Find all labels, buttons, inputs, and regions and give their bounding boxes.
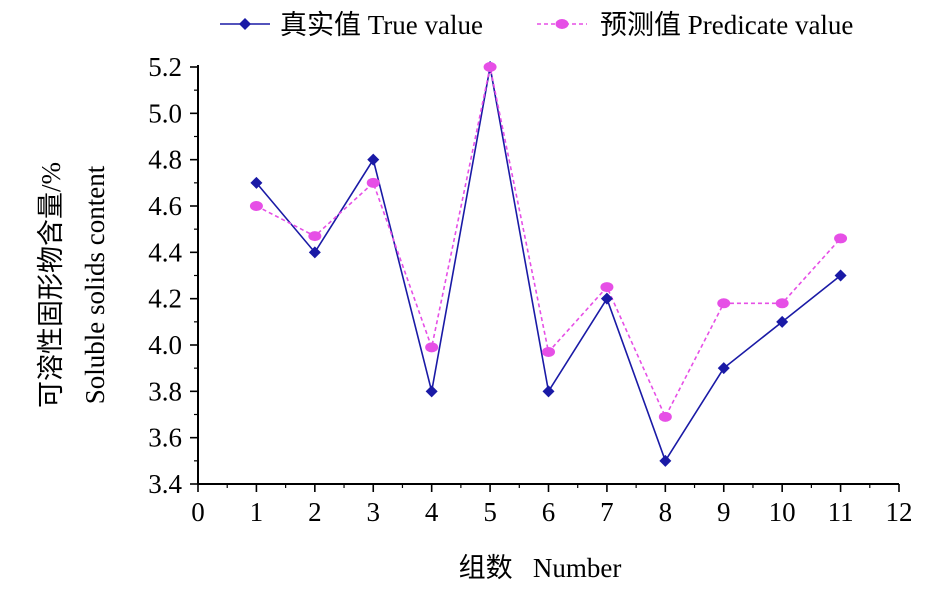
series-2-point — [658, 411, 672, 422]
series-2-point — [483, 62, 497, 72]
series-2-point — [542, 346, 555, 357]
series-2-point — [249, 201, 263, 211]
y-axis-label-cn: 可溶性固形物含量/% — [36, 162, 66, 408]
x-tick-label: 10 — [769, 497, 796, 527]
series-1-point — [308, 246, 321, 259]
series-line-2 — [256, 66, 842, 419]
series-1-point — [776, 315, 789, 328]
x-tick-label: 1 — [250, 497, 264, 527]
x-tick-label: 0 — [191, 497, 205, 527]
x-tick-label: 5 — [483, 497, 497, 527]
y-tick-label: 5.2 — [148, 52, 182, 82]
y-tick-label: 3.4 — [148, 469, 182, 499]
series-2-point — [308, 231, 322, 242]
series-line-1 — [255, 66, 842, 463]
series-1-point — [717, 362, 730, 375]
series-2-point — [366, 177, 380, 188]
series-1-point — [834, 269, 847, 282]
series-1-point — [659, 454, 672, 467]
x-tick-label: 6 — [542, 497, 556, 527]
series-2-point — [834, 233, 848, 244]
y-tick-label: 4.0 — [148, 330, 182, 360]
series-1-point — [425, 385, 438, 398]
legend-marker-1 — [239, 18, 251, 30]
series-2-point — [600, 282, 614, 293]
series-2-point — [425, 342, 439, 353]
y-tick-label: 4.8 — [148, 145, 182, 175]
series-1-point — [600, 292, 613, 305]
y-tick-label: 4.2 — [148, 284, 182, 314]
y-axis-label-en: Soluble solids content — [80, 165, 110, 404]
x-tick-label: 2 — [308, 497, 322, 527]
series-2-point — [775, 298, 789, 309]
legend: 真实值 True value 预测值 Predicate value — [220, 10, 853, 40]
x-tick-label: 9 — [717, 497, 731, 527]
x-tick-label: 4 — [425, 497, 439, 527]
legend-label-2: 预测值 Predicate value — [600, 10, 853, 40]
y-tick-label: 3.8 — [148, 376, 182, 406]
ticks: 0 1 2 3 4 5 6 7 8 9 10 11 123.43.63.84.04.24.44.64.8… — [148, 52, 912, 527]
series-layer — [249, 61, 848, 467]
x-tick-label: 8 — [659, 497, 673, 527]
series-1-point — [367, 153, 380, 166]
series-2-point — [717, 298, 731, 309]
x-axis-label: 组数 Number — [459, 553, 622, 583]
y-tick-label: 3.6 — [148, 423, 182, 453]
legend-marker-2 — [555, 19, 569, 29]
y-tick-label: 4.4 — [148, 237, 182, 267]
y-tick-label: 4.6 — [148, 191, 182, 221]
axes — [197, 65, 899, 485]
x-tick-label: 11 — [828, 497, 854, 527]
series-1-point — [542, 385, 555, 398]
y-tick-label: 5.0 — [148, 98, 182, 128]
series-1-point — [250, 176, 263, 189]
x-tick-label: 3 — [367, 497, 381, 527]
legend-label-1: 真实值 True value — [280, 10, 483, 40]
x-tick-label: 12 — [886, 497, 913, 527]
x-tick-label: 7 — [600, 497, 614, 527]
